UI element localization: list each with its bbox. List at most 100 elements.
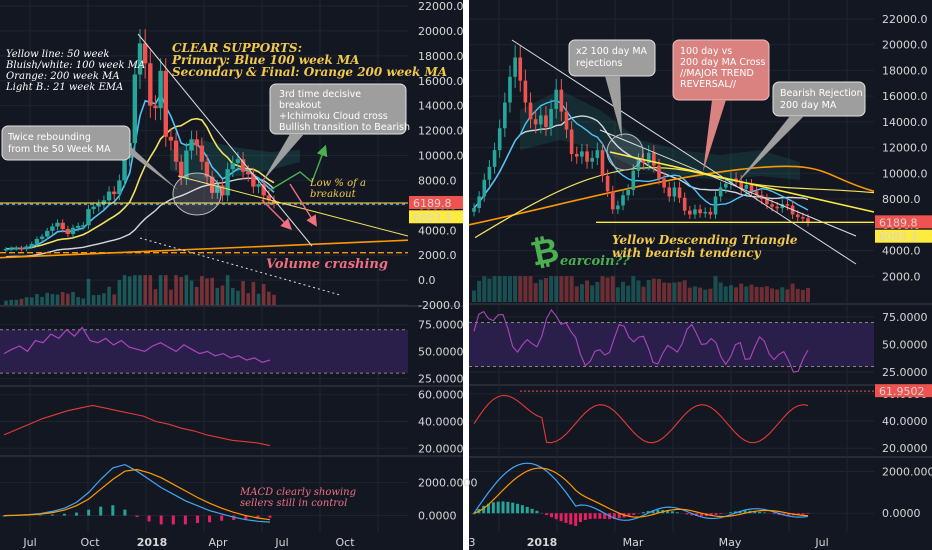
candle-body [137, 43, 143, 75]
macd-histogram-bar [491, 502, 495, 514]
volume-bar [4, 300, 8, 305]
volume-bar [698, 287, 703, 302]
x-tick-label: Oct [80, 536, 100, 549]
volume-bar [564, 276, 569, 302]
macd-histogram-bar [612, 513, 616, 519]
rejection-highlight-ellipse [606, 133, 644, 171]
callout-breakout-line-4: Bullish transition to Bearish [279, 122, 410, 133]
candle-body [75, 225, 81, 228]
supports-secondary: Secondary & Final: Orange 200 week MA [172, 65, 447, 79]
macd-histogram-bar [2, 515, 6, 517]
candle-body [564, 111, 569, 130]
macd-histogram-bar [564, 513, 568, 523]
volume-bar [102, 293, 106, 305]
y-tick-label: 75.0000 [418, 318, 464, 331]
volume-bar [523, 276, 528, 302]
macd-histogram-bar [123, 509, 127, 516]
y-tick-label: 25.0000 [882, 366, 928, 379]
candle-body [801, 217, 805, 219]
left-axis-labels: 22000.0 20000.0 18000.0 16000.0 14000.0 12000… [22, 0, 477, 549]
volume-bar [739, 283, 744, 302]
low-breakout-line-1: Low % of a [309, 178, 366, 189]
candle-body [256, 184, 261, 187]
volume-bar [559, 276, 564, 302]
volume-bar [14, 299, 19, 305]
macd-histogram-bar [520, 505, 524, 514]
macd-histogram-bar [806, 513, 810, 514]
y-tick-label: 75.0000 [882, 311, 928, 324]
macd-histogram-bar [738, 510, 742, 514]
volume-bar [713, 276, 718, 302]
candle-body [616, 205, 620, 210]
macd-histogram-bar [569, 513, 573, 525]
candle-body [148, 63, 153, 106]
macd-histogram-bar [147, 515, 151, 522]
volume-bar [148, 275, 153, 305]
candle-body [29, 243, 34, 247]
y-tick-label: -2000.0 [418, 299, 460, 312]
candle-body [497, 128, 502, 151]
macd-histogram-bar [256, 515, 260, 519]
y-tick-label: 12000.0 [882, 142, 928, 155]
candle-body [179, 161, 184, 178]
volume-bar [543, 278, 548, 302]
candle-body [559, 89, 564, 112]
rsi-band [469, 322, 874, 367]
candle-body [585, 151, 589, 162]
macd-histogram-bar [583, 513, 587, 520]
macd-histogram-bar [111, 505, 115, 516]
rsi-line [3, 326, 271, 363]
callout-x2-line-2: rejections [576, 58, 622, 69]
macd-histogram-bar [617, 513, 621, 519]
volume-bar [205, 278, 209, 305]
x-tick-label: 2018 [527, 536, 558, 549]
candle-body [595, 150, 600, 158]
volume-bar [667, 282, 672, 302]
macd-histogram-bar [762, 512, 766, 514]
candle-body [158, 70, 163, 109]
macd-histogram-bar [603, 513, 607, 520]
volume-bar [35, 294, 39, 305]
x-tick-label: Apr [208, 536, 228, 549]
volume-bar [502, 276, 507, 302]
candle-body [106, 191, 112, 201]
macd-histogram-bar [220, 515, 224, 521]
volume-bar [71, 291, 75, 305]
y-tick-label: 0.0000 [418, 510, 457, 523]
price-tag-support-bg [875, 229, 932, 243]
volume-bar [579, 284, 584, 302]
candle-body [189, 139, 194, 151]
legend-line-3: Orange: 200 week MA [6, 71, 120, 82]
low-breakout-line-2: breakout [310, 189, 357, 200]
volume-bar [86, 278, 91, 305]
volume-bar [133, 275, 137, 305]
volume-bar [770, 288, 775, 302]
volume-bar [795, 288, 800, 302]
macd-histogram-bar [578, 513, 582, 523]
supports-title: CLEAR SUPPORTS: [172, 41, 302, 55]
y-tick-label: 20.0000 [418, 442, 464, 455]
callout-cross-line-1: 100 day vs [680, 46, 732, 57]
candle-body [646, 152, 651, 164]
macd-histogram-bar [670, 511, 674, 514]
clear-supports-note: CLEAR SUPPORTS: Primary: Blue 100 week M… [171, 41, 447, 79]
macd-histogram-bar [782, 513, 786, 516]
candle-body [117, 180, 122, 195]
volume-bar [143, 275, 147, 305]
candle-body [503, 102, 507, 129]
volume-bar [574, 286, 579, 302]
candle-body [574, 154, 579, 157]
volume-bar [662, 282, 667, 302]
candle-body [723, 183, 728, 188]
candle-body [744, 184, 749, 189]
candle-body [14, 247, 19, 250]
volume-bar [81, 298, 86, 305]
volume-bar [112, 294, 117, 305]
macd-histogram-bar [695, 513, 699, 516]
macd-signal-line [473, 467, 809, 518]
ma-yellow-line [474, 167, 875, 239]
macd-histogram-bar [487, 503, 491, 514]
macd-histogram-bar [554, 513, 558, 520]
volume-crashing-label: Volume crashing [266, 257, 388, 272]
macd-histogram-bar [666, 510, 670, 514]
